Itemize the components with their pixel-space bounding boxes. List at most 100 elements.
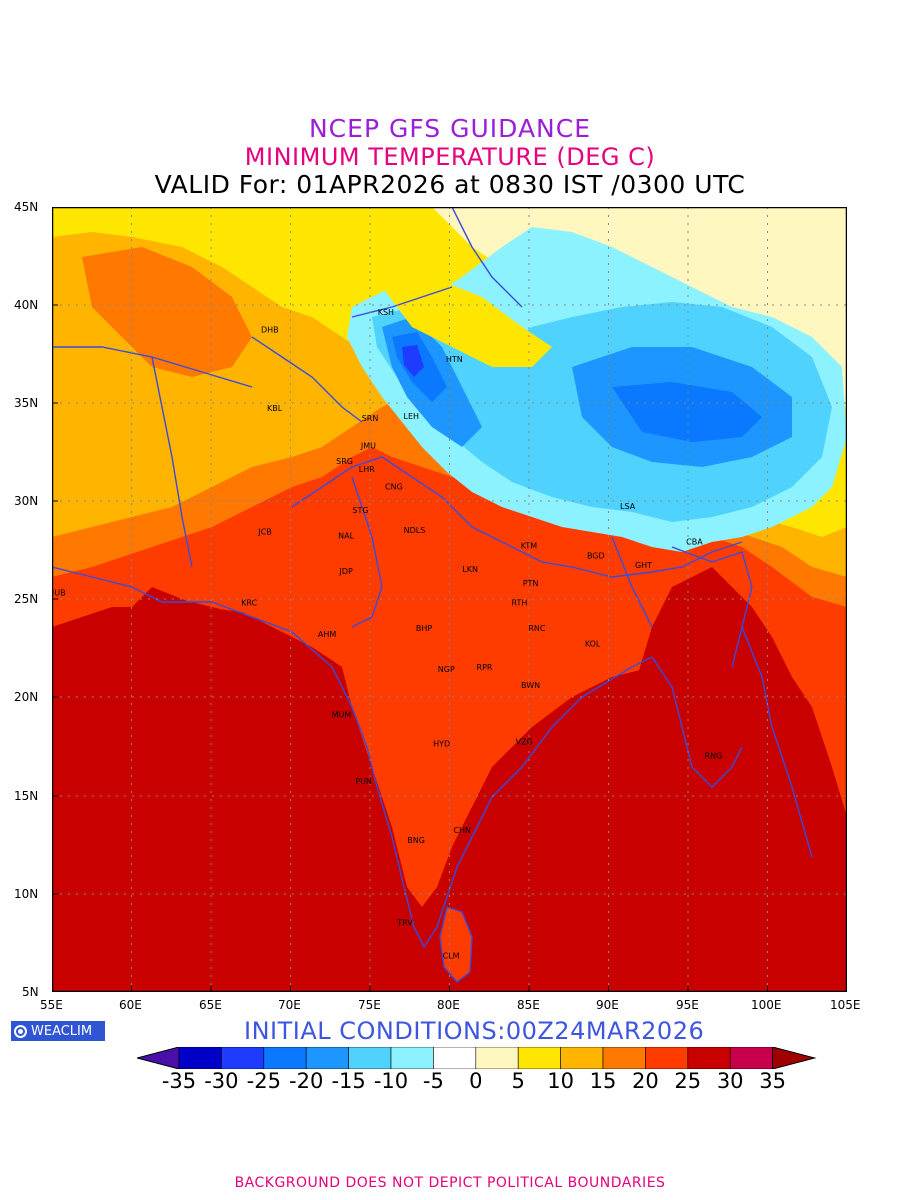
- colorbar-cell: [645, 1047, 689, 1069]
- city-label-lkn: LKN: [462, 565, 478, 574]
- city-label-srn: SRN: [362, 414, 379, 423]
- city-label-rnc: RNC: [528, 624, 546, 633]
- city-label-lsa: LSA: [620, 502, 636, 511]
- colorbar-tick-label: -15: [331, 1069, 366, 1093]
- city-label-ktm: KTM: [521, 542, 538, 551]
- lat-label: 40N: [14, 298, 39, 312]
- map-subtitle: MINIMUM TEMPERATURE (DEG C): [244, 143, 656, 171]
- map-svg: KSH DHB HTN KBL SRN LEH JMU SRG LHR CNG STG LSA JCB N…: [51, 206, 848, 993]
- colorbar-tick-label: 30: [716, 1069, 744, 1093]
- colorbar-tick-label: 35: [759, 1069, 786, 1093]
- colorbar-arrow-right: [772, 1047, 817, 1069]
- city-label-bwn: BWN: [521, 681, 540, 690]
- city-label-ght: GHT: [635, 561, 652, 570]
- city-label-stg: STG: [352, 506, 368, 515]
- city-label-jmu: JMU: [360, 441, 376, 450]
- colorbar-cell: [517, 1047, 561, 1069]
- colorbar-cell: [305, 1047, 349, 1069]
- city-label-jcb: JCB: [257, 528, 271, 537]
- colorbar-cell: [263, 1047, 307, 1069]
- lat-label: 35N: [14, 396, 39, 410]
- lat-label: 25N: [14, 592, 39, 606]
- lat-label: 15N: [14, 789, 39, 803]
- colorbar-cell: [602, 1047, 646, 1069]
- colorbar-labels: -35 -30 -25 -20 -15 -10 -5 0 5 10 15 20 25 30 35: [0, 1069, 900, 1095]
- footer-note: BACKGROUND DOES NOT DEPICT POLITICAL BOU…: [234, 1175, 666, 1191]
- city-label-ksh: KSH: [378, 308, 394, 317]
- colorbar: [137, 1047, 817, 1069]
- city-label-nal: NAL: [338, 532, 354, 541]
- city-label-bgd: BGD: [587, 551, 605, 560]
- lon-label: 60E: [119, 998, 142, 1012]
- colorbar-cell: [178, 1047, 222, 1069]
- lat-label: 20N: [14, 690, 39, 704]
- city-label-ahm: AHM: [318, 630, 336, 639]
- city-label-ndls: NDLS: [404, 526, 426, 535]
- city-label-pun: PUN: [355, 777, 372, 786]
- city-label-mum: MUM: [332, 710, 352, 719]
- city-label-dub: DUB: [52, 589, 66, 598]
- lat-label: 30N: [14, 494, 39, 508]
- colorbar-tick-label: 20: [632, 1069, 659, 1093]
- field-20-iran: [82, 247, 252, 377]
- lon-label: 95E: [676, 998, 699, 1012]
- field-minus25-tibet: [612, 382, 762, 442]
- city-label-bhp: BHP: [416, 624, 433, 633]
- valid-time: VALID For: 01APR2026 at 0830 IST /0300 U…: [154, 170, 746, 199]
- city-label-rpr: RPR: [477, 663, 493, 672]
- axis-ticks: [52, 304, 768, 992]
- city-label-rth: RTH: [512, 598, 528, 607]
- colorbar-arrow-left: [137, 1047, 180, 1069]
- city-label-kol: KOL: [585, 640, 601, 649]
- initial-conditions: INITIAL CONDITIONS:00Z24MAR2026: [244, 1017, 705, 1045]
- colorbar-cell: [560, 1047, 604, 1069]
- colorbar-cell: [475, 1047, 519, 1069]
- city-label-kbl: KBL: [267, 404, 283, 413]
- lon-label: 65E: [199, 998, 222, 1012]
- city-label-rng: RNG: [705, 752, 723, 761]
- city-label-hyd: HYD: [433, 740, 450, 749]
- boundaries: [52, 207, 813, 983]
- city-label-clm: CLM: [443, 952, 460, 961]
- lon-label: 105E: [830, 998, 861, 1012]
- lat-label: 45N: [14, 200, 39, 214]
- city-labels: KSH DHB HTN KBL SRN LEH JMU SRG LHR CNG STG LSA JCB N…: [52, 308, 722, 961]
- field-25-srilanka: [440, 907, 472, 982]
- city-label-dhb: DHB: [261, 326, 279, 335]
- lon-label: 100E: [751, 998, 782, 1012]
- colorbar-tick-label: -20: [289, 1069, 324, 1093]
- weaclim-logo: WEACLIM: [11, 1021, 105, 1041]
- lat-label: 5N: [22, 985, 39, 999]
- city-label-trv: TRV: [396, 918, 413, 927]
- city-label-ngp: NGP: [438, 665, 455, 674]
- city-label-ptn: PTN: [523, 579, 539, 588]
- lon-label: 85E: [517, 998, 540, 1012]
- lat-label: 10N: [14, 887, 39, 901]
- city-label-vzg: VZG: [516, 738, 533, 747]
- colorbar-tick-label: 0: [469, 1069, 483, 1093]
- colorbar-tick-label: -5: [422, 1069, 444, 1093]
- temperature-map[interactable]: KSH DHB HTN KBL SRN LEH JMU SRG LHR CNG STG LSA JCB N…: [51, 206, 848, 993]
- city-label-jdp: JDP: [338, 567, 353, 576]
- city-label-lhr: LHR: [359, 465, 375, 474]
- city-label-cng: CNG: [385, 483, 403, 492]
- colorbar-tick-label: 5: [511, 1069, 525, 1093]
- colorbar-tick-label: 15: [589, 1069, 617, 1093]
- grid: [52, 207, 847, 992]
- lon-label: 90E: [596, 998, 619, 1012]
- colorbar-tick-label: 10: [547, 1069, 574, 1093]
- lon-label: 55E: [40, 998, 63, 1012]
- city-label-cba: CBA: [686, 538, 703, 547]
- lon-label: 80E: [437, 998, 460, 1012]
- colorbar-tick-label: -35: [161, 1069, 197, 1093]
- field-minus30: [402, 345, 424, 377]
- colorbar-cell: [348, 1047, 392, 1069]
- field-10-tarim: [382, 277, 552, 367]
- colorbar-cell: [221, 1047, 265, 1069]
- city-label-bng: BNG: [407, 836, 425, 845]
- colorbar-cell: [433, 1047, 477, 1069]
- city-label-chn: CHN: [453, 826, 471, 835]
- city-label-krc: KRC: [241, 598, 257, 607]
- colorbar-tick-label: 25: [674, 1069, 702, 1093]
- city-label-htn: HTN: [446, 355, 463, 364]
